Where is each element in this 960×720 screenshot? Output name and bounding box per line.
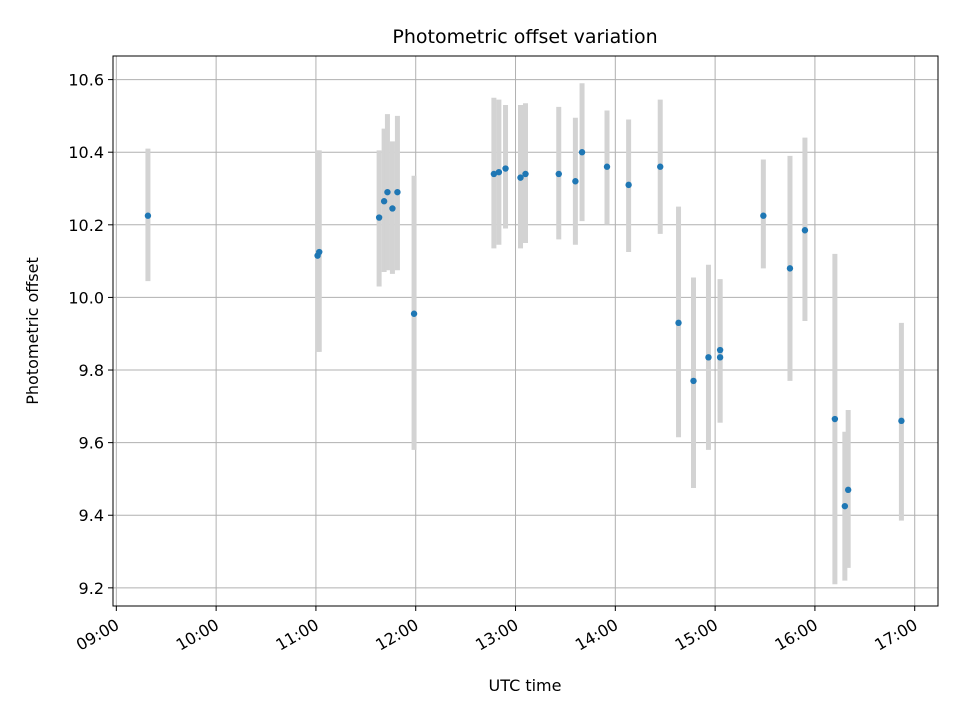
data-point: [705, 354, 712, 361]
data-point: [522, 170, 529, 178]
y-tick-label: 9.8: [79, 361, 104, 380]
data-point: [380, 198, 388, 205]
data-point: [898, 417, 905, 425]
data-point: [841, 502, 849, 510]
data-point: [578, 149, 586, 156]
chart-title: Photometric offset variation: [392, 26, 657, 48]
data-point: [675, 319, 682, 327]
data-point: [716, 346, 724, 354]
data-point: [572, 178, 579, 185]
data-point: [716, 354, 724, 361]
y-tick-label: 9.4: [79, 506, 104, 525]
data-point: [831, 415, 839, 423]
y-tick-label: 10.2: [68, 216, 104, 235]
grid-lines: [113, 56, 938, 606]
data-point: [603, 163, 611, 170]
data-point: [144, 212, 152, 219]
data-points: [144, 149, 905, 510]
data-point: [490, 170, 498, 178]
data-point: [786, 265, 794, 272]
data-point: [394, 188, 401, 196]
data-point: [517, 174, 524, 181]
data-point: [760, 212, 767, 219]
data-point: [801, 227, 809, 234]
data-point: [375, 214, 383, 221]
data-point: [690, 377, 697, 385]
plot-area-frame: [112, 55, 939, 607]
data-point: [495, 168, 503, 176]
y-tick-label: 9.2: [79, 579, 104, 598]
data-point: [410, 310, 418, 317]
data-point: [389, 205, 396, 212]
y-tick-label: 10.6: [68, 71, 104, 90]
data-point: [844, 486, 852, 494]
y-tick-label: 10.0: [68, 288, 104, 307]
data-point: [555, 170, 562, 178]
data-point: [625, 181, 632, 189]
y-axis-ticks: 9.2 9.4 9.6 9.8 10.0 10.2 10.4 10.6: [68, 71, 113, 598]
y-axis-title: Photometric offset: [23, 257, 42, 405]
x-axis-title: UTC time: [489, 676, 562, 695]
data-point: [384, 188, 391, 196]
data-point: [316, 248, 323, 256]
data-point: [657, 163, 664, 170]
data-point: [502, 165, 509, 172]
y-tick-label: 10.4: [68, 143, 104, 162]
y-tick-label: 9.6: [79, 434, 104, 453]
